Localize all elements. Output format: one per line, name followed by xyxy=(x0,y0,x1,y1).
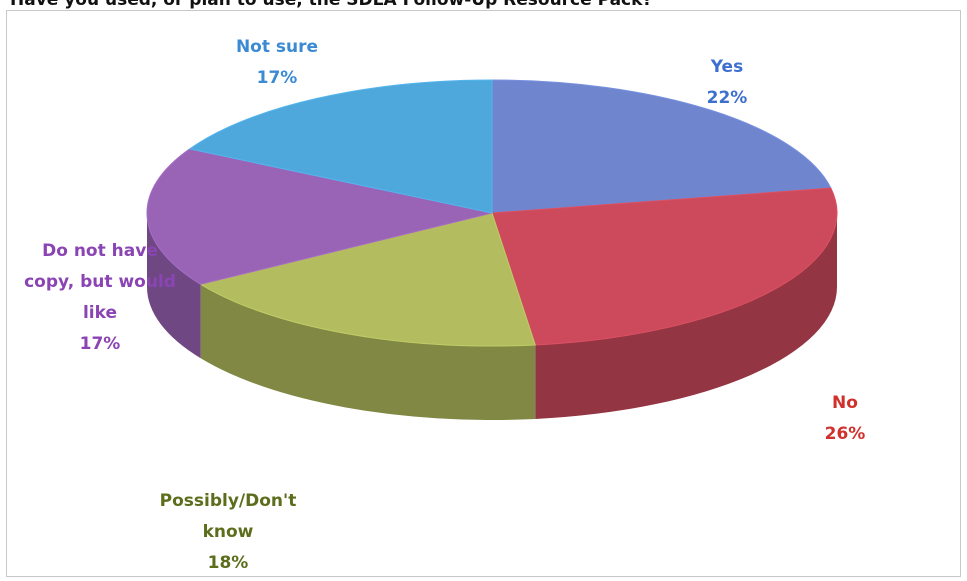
pie-slice-yes xyxy=(491,79,832,214)
chart-frame xyxy=(6,10,961,577)
slice-label-possibly-pct: 18% xyxy=(207,553,249,573)
slice-label-do-not-have: Do not have copy, but would like 17% xyxy=(10,236,190,360)
slice-label-possibly: Possibly/Don't know 18% xyxy=(138,486,318,579)
pie-slice-not-sure xyxy=(188,79,493,214)
slice-label-not-sure-name: Not sure xyxy=(235,37,319,57)
slice-label-possibly-line1: Possibly/Don't xyxy=(159,491,297,511)
slice-label-yes-name: Yes xyxy=(710,57,744,77)
slice-label-do-not-have-pct: 17% xyxy=(79,334,121,354)
pie-top-layer xyxy=(146,79,838,347)
pie-slice-no xyxy=(491,187,838,346)
pie-slice-possibly-don-t-know xyxy=(199,212,536,347)
pie-slice-side-3 xyxy=(147,213,201,359)
slice-label-no: No 26% xyxy=(790,388,900,450)
slice-label-no-name: No xyxy=(832,393,858,413)
slice-label-possibly-line2: know xyxy=(202,522,254,542)
slice-label-not-sure: Not sure 17% xyxy=(222,32,332,94)
chart-title: Have you used, or plan to use, the SDLA … xyxy=(10,0,653,10)
slice-label-do-not-have-line2: copy, but would xyxy=(24,272,176,292)
pie-slice-side-1 xyxy=(535,213,838,419)
slice-label-yes-pct: 22% xyxy=(706,88,748,108)
slice-label-do-not-have-line1: Do not have xyxy=(42,241,158,261)
slice-label-yes: Yes 22% xyxy=(672,52,782,114)
pie-slice-do-not-have-copy-but-would-like xyxy=(146,148,493,285)
pie-slice-side-2 xyxy=(200,284,536,420)
slice-label-do-not-have-line3: like xyxy=(82,303,118,323)
slice-label-not-sure-pct: 17% xyxy=(256,68,298,88)
slice-label-no-pct: 26% xyxy=(824,424,866,444)
pie-side-layer xyxy=(147,213,838,420)
